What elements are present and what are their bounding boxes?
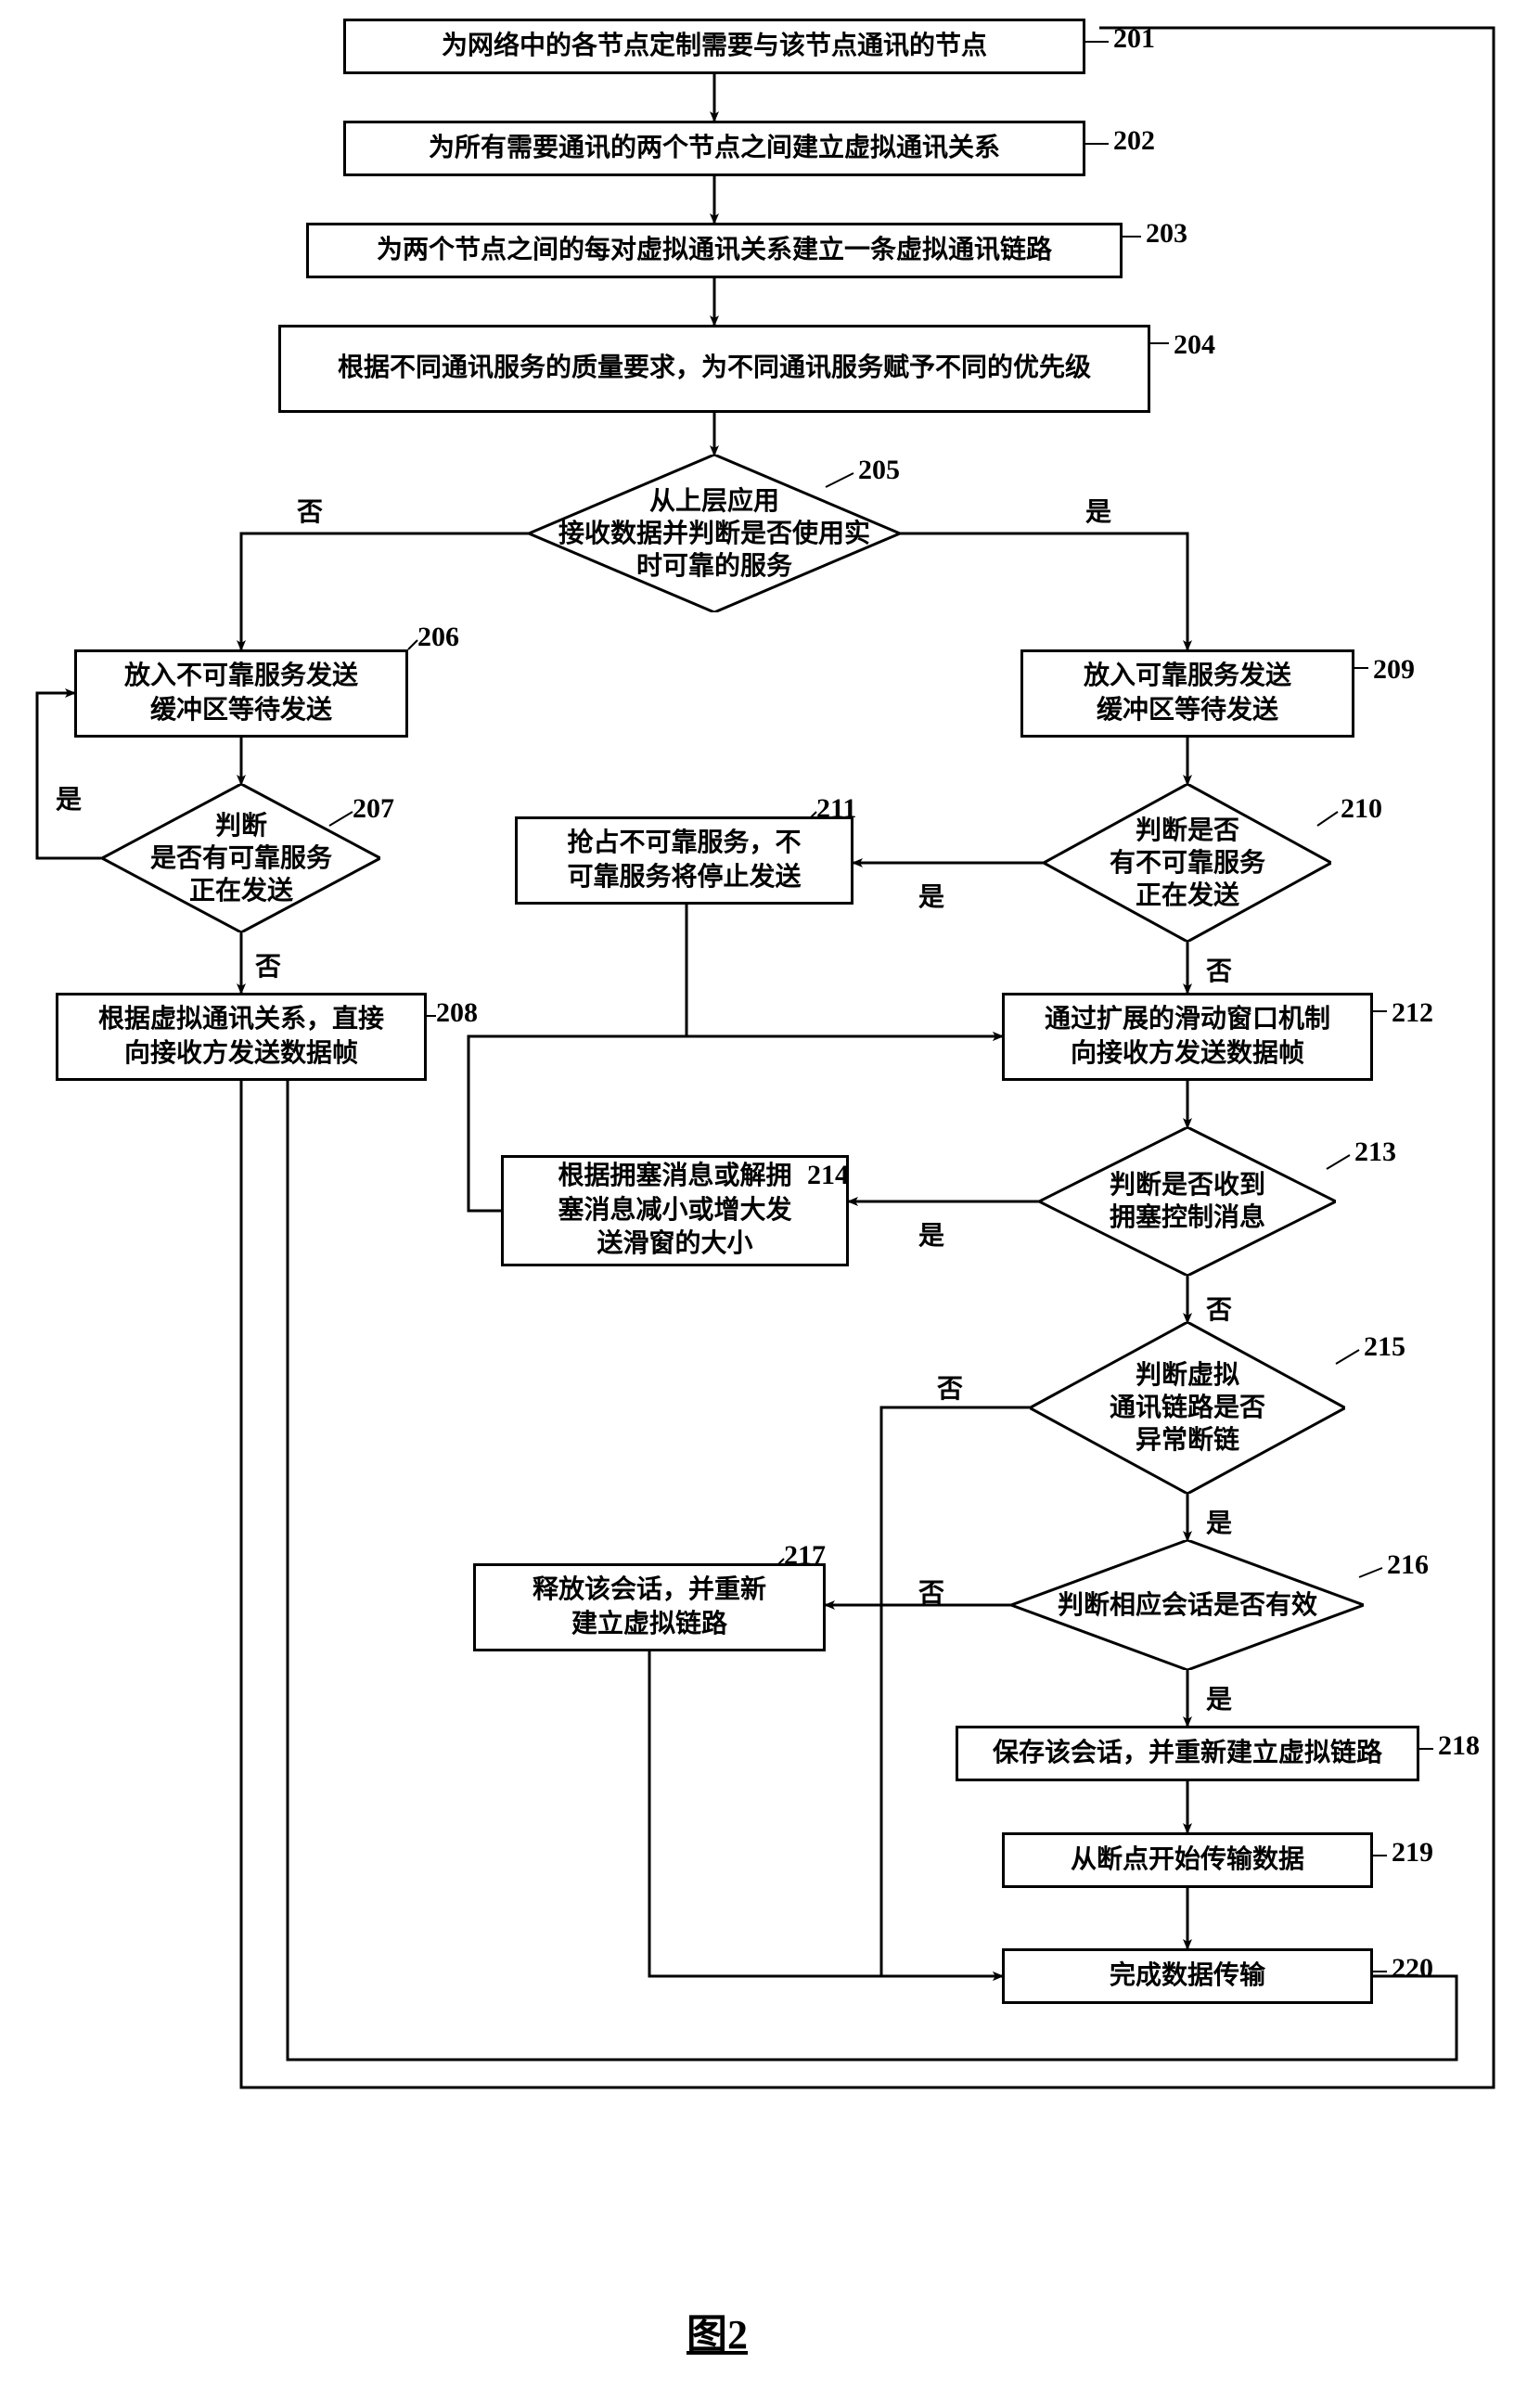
step-label-219: 219 (1392, 1837, 1433, 1869)
flow-decision-n205: 从上层应用接收数据并判断是否使用实时可靠的服务 (529, 455, 900, 612)
step-label-220: 220 (1392, 1953, 1433, 1985)
edge-label-e205_no: 否 (297, 492, 323, 529)
step-label-201: 201 (1113, 23, 1155, 55)
step-label-209: 209 (1373, 654, 1415, 686)
flow-box-n220: 完成数据传输 (1002, 1948, 1373, 2004)
step-label-213: 213 (1354, 1137, 1396, 1168)
flow-box-n209: 放入可靠服务发送缓冲区等待发送 (1020, 649, 1354, 738)
step-label-208: 208 (436, 997, 478, 1029)
step-label-218: 218 (1438, 1730, 1480, 1762)
edge-label-e207_yes: 是 (56, 779, 82, 816)
flow-decision-n210: 判断是否有不可靠服务正在发送 (1044, 784, 1331, 942)
step-label-205: 205 (858, 455, 900, 486)
step-label-204: 204 (1174, 329, 1215, 361)
flow-decision-n216: 判断相应会话是否有效 (1011, 1540, 1364, 1670)
edge-label-e213_no: 否 (1206, 1290, 1232, 1327)
edge-label-e215_yes: 是 (1206, 1503, 1232, 1540)
edge-label-e213_yes: 是 (918, 1215, 944, 1252)
flow-box-n201: 为网络中的各节点定制需要与该节点通讯的节点 (343, 19, 1085, 74)
flow-box-n219: 从断点开始传输数据 (1002, 1832, 1373, 1888)
flow-box-n217: 释放该会话，并重新建立虚拟链路 (473, 1563, 826, 1651)
step-label-211: 211 (816, 793, 856, 825)
step-label-202: 202 (1113, 125, 1155, 157)
flow-box-n214: 根据拥塞消息或解拥塞消息减小或增大发送滑窗的大小 (501, 1155, 849, 1266)
flow-decision-n213: 判断是否收到拥塞控制消息 (1039, 1127, 1336, 1276)
flow-box-n218: 保存该会话，并重新建立虚拟链路 (956, 1726, 1419, 1781)
flow-box-n204: 根据不同通讯服务的质量要求，为不同通讯服务赋予不同的优先级 (278, 325, 1150, 413)
step-label-217: 217 (784, 1540, 826, 1572)
edge-label-e210_yes: 是 (918, 877, 944, 914)
edge-label-e215_no: 否 (937, 1368, 963, 1406)
flow-box-n203: 为两个节点之间的每对虚拟通讯关系建立一条虚拟通讯链路 (306, 223, 1123, 278)
step-label-212: 212 (1392, 997, 1433, 1029)
edge-label-e216_yes: 是 (1206, 1679, 1232, 1716)
flow-box-n212: 通过扩展的滑动窗口机制向接收方发送数据帧 (1002, 993, 1373, 1081)
step-label-203: 203 (1146, 218, 1187, 250)
flow-box-n211: 抢占不可靠服务，不可靠服务将停止发送 (515, 816, 853, 905)
step-label-216: 216 (1387, 1549, 1429, 1581)
figure-caption: 图2 (687, 2301, 748, 2360)
step-label-207: 207 (353, 793, 394, 825)
step-label-215: 215 (1364, 1331, 1405, 1363)
edge-label-e210_no: 否 (1206, 951, 1232, 988)
flow-decision-n215: 判断虚拟通讯链路是否异常断链 (1030, 1322, 1345, 1494)
step-label-210: 210 (1341, 793, 1382, 825)
step-label-206: 206 (417, 622, 459, 653)
flow-box-n202: 为所有需要通讯的两个节点之间建立虚拟通讯关系 (343, 121, 1085, 176)
edge-label-e205_yes: 是 (1085, 492, 1111, 529)
flow-box-n208: 根据虚拟通讯关系，直接向接收方发送数据帧 (56, 993, 427, 1081)
edge-label-e216_no: 否 (918, 1573, 944, 1610)
edge-label-e207_no: 否 (255, 946, 281, 983)
flow-decision-n207: 判断是否有可靠服务正在发送 (102, 784, 380, 932)
step-label-214: 214 (807, 1160, 849, 1191)
flow-box-n206: 放入不可靠服务发送缓冲区等待发送 (74, 649, 408, 738)
